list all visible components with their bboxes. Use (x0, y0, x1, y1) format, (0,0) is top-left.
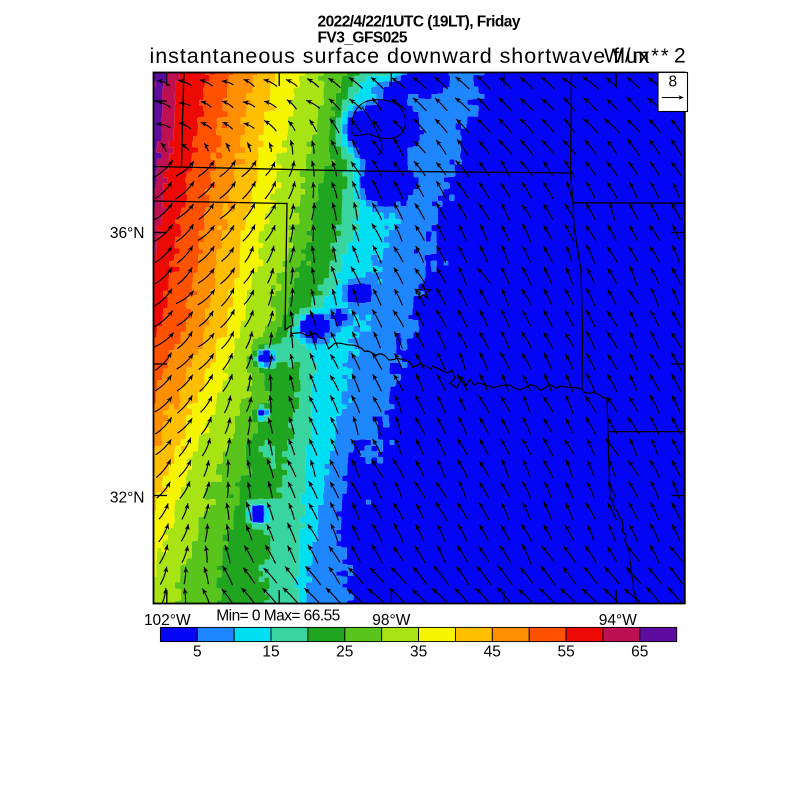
svg-text:25: 25 (336, 644, 353, 661)
svg-text:W/m**: W/m** (604, 46, 671, 68)
svg-text:2022/4/22/1UTC (19LT), Friday: 2022/4/22/1UTC (19LT), Friday (318, 14, 521, 31)
svg-text:32°N: 32°N (110, 489, 145, 506)
svg-text:Min= 0 Max= 66.55: Min= 0 Max= 66.55 (216, 608, 340, 625)
svg-text:55: 55 (557, 644, 574, 661)
svg-text:5: 5 (193, 644, 202, 661)
svg-text:8: 8 (668, 74, 677, 91)
svg-text:36°N: 36°N (110, 225, 145, 242)
svg-text:98°W: 98°W (372, 612, 410, 629)
svg-text:102°W: 102°W (144, 612, 191, 629)
svg-text:94°W: 94°W (599, 612, 637, 629)
svg-text:65: 65 (631, 644, 648, 661)
svg-text:instantaneous surface downward: instantaneous surface downward shortwave… (150, 44, 650, 68)
svg-text:FV3_GFS025: FV3_GFS025 (318, 29, 408, 46)
svg-text:35: 35 (410, 644, 427, 661)
svg-text:15: 15 (262, 644, 279, 661)
svg-text:2: 2 (674, 45, 686, 68)
svg-text:45: 45 (484, 644, 501, 661)
